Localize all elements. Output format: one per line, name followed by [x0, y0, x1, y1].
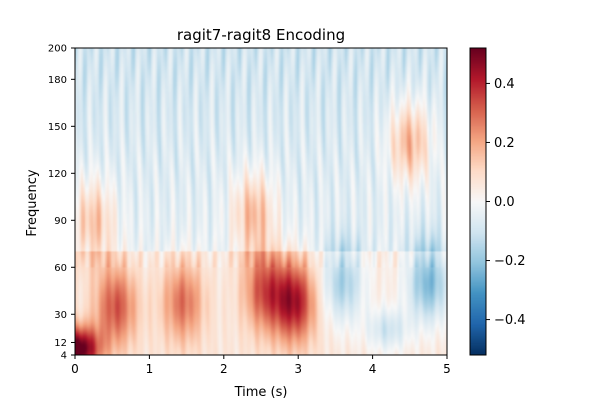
y-tick-label: 30 — [54, 310, 67, 321]
y-tick-label: 180 — [48, 75, 67, 86]
y-tick-label: 60 — [54, 263, 67, 274]
heatmap-image — [75, 48, 447, 355]
plot-frame — [74, 47, 448, 356]
x-tick-label: 0 — [71, 362, 79, 376]
y-tick-label: 4 — [61, 351, 67, 362]
y-tick-label: 120 — [48, 169, 67, 180]
y-axis-label: Frequency — [25, 169, 40, 236]
colorbar-tick-label: 0.0 — [494, 195, 515, 210]
x-tick-label: 2 — [220, 362, 228, 376]
y-tick-label: 150 — [48, 122, 67, 133]
x-axis: 0 1 2 3 4 5 — [71, 355, 451, 376]
y-axis: 4 12 30 60 90 120 150 180 200 — [48, 44, 75, 362]
x-tick-label: 3 — [294, 362, 302, 376]
plot-area — [74, 47, 448, 356]
x-tick-label: 4 — [369, 362, 377, 376]
y-tick-label: 200 — [48, 44, 67, 55]
colorbar-tick-label: 0.4 — [494, 77, 515, 92]
colorbar-gradient — [470, 48, 486, 355]
x-axis-label: Time (s) — [234, 385, 288, 400]
x-tick-label: 1 — [146, 362, 154, 376]
colorbar-tick-label: 0.2 — [494, 136, 515, 151]
x-tick-label: 5 — [443, 362, 451, 376]
y-tick-label: 90 — [54, 216, 67, 227]
colorbar: 0.4 0.2 0.0 −0.2 −0.4 — [469, 47, 526, 356]
y-tick-label: 12 — [54, 338, 67, 349]
colorbar-tick-label: −0.2 — [494, 254, 526, 269]
chart-title: ragit7-ragit8 Encoding — [177, 26, 345, 44]
colorbar-tick-label: −0.4 — [494, 313, 526, 328]
